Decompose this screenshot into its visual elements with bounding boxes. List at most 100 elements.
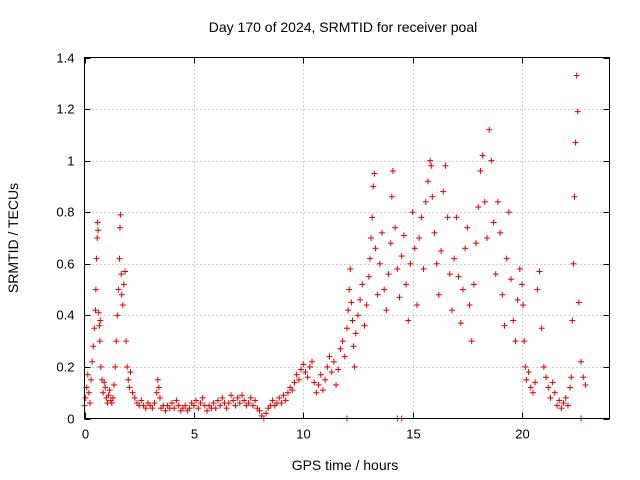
data-point <box>582 381 589 388</box>
data-point <box>379 229 385 236</box>
data-point <box>302 369 309 376</box>
data-point <box>186 405 193 412</box>
data-point <box>339 338 346 345</box>
data-point <box>468 338 475 345</box>
data-point <box>514 296 521 303</box>
data-point <box>111 381 118 388</box>
data-point <box>116 255 123 262</box>
data-point <box>304 374 311 381</box>
data-point <box>574 108 581 115</box>
data-point <box>326 353 333 360</box>
data-point <box>333 381 340 388</box>
data-point <box>124 363 131 370</box>
data-point <box>212 405 219 412</box>
data-point <box>505 209 512 216</box>
y-tick-label: 0.2 <box>56 360 74 375</box>
data-point <box>519 281 525 288</box>
data-point <box>223 405 230 412</box>
data-point <box>214 397 221 404</box>
data-point <box>497 229 504 236</box>
x-tick-label: 20 <box>515 427 529 442</box>
data-point <box>131 394 138 401</box>
data-point <box>488 157 495 164</box>
data-point <box>120 281 127 288</box>
data-point <box>155 384 162 391</box>
data-point <box>532 379 539 386</box>
data-point <box>276 394 283 401</box>
data-point <box>346 286 353 293</box>
data-point <box>389 167 396 174</box>
data-point <box>96 338 103 345</box>
data-point <box>560 400 567 407</box>
data-point <box>549 379 556 386</box>
data-point <box>252 397 259 404</box>
data-point <box>371 170 378 177</box>
data-point <box>337 345 344 352</box>
data-point <box>575 299 582 306</box>
y-tick-label: 0.4 <box>56 308 74 323</box>
data-point <box>442 162 449 169</box>
data-point <box>354 312 361 319</box>
data-point <box>449 307 455 314</box>
data-point <box>108 400 115 407</box>
data-point <box>282 397 289 404</box>
data-point <box>405 317 412 324</box>
data-point <box>568 374 575 381</box>
data-point <box>352 330 359 337</box>
data-point <box>322 376 329 383</box>
data-point <box>422 198 429 205</box>
data-point <box>490 219 497 226</box>
data-point <box>126 384 133 391</box>
data-point <box>357 296 364 303</box>
data-point <box>510 317 517 324</box>
data-point <box>466 302 473 309</box>
data-point <box>470 281 477 288</box>
data-point <box>376 260 383 267</box>
data-point <box>93 255 100 262</box>
data-point <box>424 178 431 185</box>
x-tick-label: 15 <box>406 427 420 442</box>
data-point <box>570 260 577 267</box>
data-point <box>125 376 132 383</box>
data-point <box>347 265 354 272</box>
data-point <box>374 291 381 298</box>
data-point <box>484 235 490 241</box>
data-point <box>335 366 342 373</box>
x-axis-title: GPS time / hours <box>292 457 399 473</box>
data-point <box>118 271 125 278</box>
data-point <box>289 387 296 394</box>
data-point <box>545 384 552 391</box>
data-point <box>361 322 368 329</box>
y-tick-label: 1.4 <box>56 51 74 66</box>
data-point <box>451 255 458 262</box>
data-point <box>232 402 239 409</box>
tick-layer: 0 5 10 15 20 0 0.2 0.4 0.6 0.8 1 1.2 1.4 <box>56 51 610 442</box>
data-point <box>400 232 407 239</box>
data-point <box>195 405 202 412</box>
data-point <box>113 338 120 345</box>
data-point <box>199 394 206 401</box>
data-point <box>313 389 320 396</box>
data-point <box>536 268 543 275</box>
data-point <box>175 402 182 409</box>
point-layer <box>81 72 589 422</box>
data-point <box>538 325 545 332</box>
data-point <box>236 400 243 407</box>
data-point <box>151 400 158 407</box>
data-point <box>284 389 291 396</box>
data-point <box>525 369 532 376</box>
data-point <box>486 126 493 133</box>
data-point <box>527 384 534 391</box>
data-point <box>462 245 469 252</box>
data-point <box>479 152 486 159</box>
data-point <box>102 384 109 391</box>
data-point <box>156 394 163 401</box>
data-point <box>529 389 536 396</box>
data-point <box>388 193 395 200</box>
data-point <box>473 240 480 247</box>
data-point <box>372 245 379 252</box>
y-tick-label: 0.6 <box>56 257 74 272</box>
data-point <box>554 402 560 409</box>
data-point <box>348 299 355 306</box>
data-point <box>84 371 91 378</box>
